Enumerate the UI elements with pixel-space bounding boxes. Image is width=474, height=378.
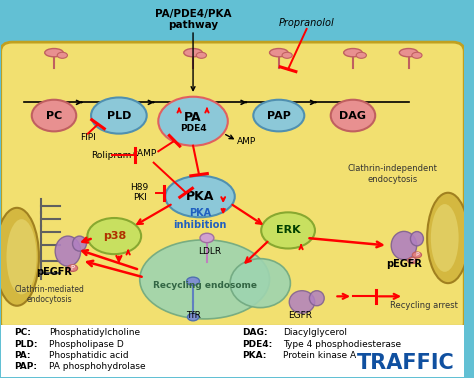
Ellipse shape — [158, 97, 228, 146]
Ellipse shape — [410, 232, 423, 246]
Text: TfR: TfR — [186, 311, 201, 320]
Ellipse shape — [230, 259, 291, 308]
Text: Clathrin-independent
endocytosis: Clathrin-independent endocytosis — [347, 164, 438, 184]
Text: Diacylglycerol: Diacylglycerol — [283, 328, 347, 338]
Ellipse shape — [140, 240, 270, 319]
Text: H89
PKI: H89 PKI — [131, 183, 149, 203]
Text: FIPI: FIPI — [80, 133, 96, 141]
Ellipse shape — [200, 233, 214, 243]
Ellipse shape — [45, 48, 63, 57]
Text: PA: PA — [184, 111, 202, 124]
Text: PAP:: PAP: — [15, 362, 37, 371]
Ellipse shape — [270, 48, 288, 57]
Text: PKA: PKA — [186, 190, 214, 203]
Ellipse shape — [32, 100, 76, 132]
Ellipse shape — [399, 48, 418, 57]
Text: EGFR: EGFR — [288, 311, 312, 320]
Text: PC: PC — [46, 110, 62, 121]
Ellipse shape — [310, 291, 324, 306]
Ellipse shape — [57, 52, 67, 58]
Ellipse shape — [7, 219, 36, 294]
Text: P: P — [410, 258, 414, 263]
Ellipse shape — [91, 98, 146, 134]
Text: Propranolol: Propranolol — [279, 18, 335, 28]
Text: PA/PDE4/PKA
pathway: PA/PDE4/PKA pathway — [155, 9, 231, 30]
Text: P: P — [71, 265, 74, 271]
Text: Protein kinase A: Protein kinase A — [283, 351, 356, 360]
Ellipse shape — [261, 212, 315, 248]
Ellipse shape — [253, 100, 304, 132]
Ellipse shape — [87, 218, 141, 254]
Text: Phospholipase D: Phospholipase D — [49, 340, 124, 349]
Text: Recycling arrest: Recycling arrest — [390, 301, 458, 310]
Text: PLD: PLD — [107, 110, 131, 121]
Ellipse shape — [331, 100, 375, 132]
Text: Phosphatidic acid: Phosphatidic acid — [49, 351, 129, 360]
Ellipse shape — [427, 193, 469, 283]
Text: PA:: PA: — [15, 351, 31, 360]
Ellipse shape — [412, 52, 422, 58]
Text: Type 4 phosphodiesterase: Type 4 phosphodiesterase — [283, 340, 401, 349]
Ellipse shape — [67, 265, 78, 271]
Ellipse shape — [73, 236, 86, 251]
Text: DAG:: DAG: — [242, 328, 267, 338]
Text: PDE4: PDE4 — [180, 124, 206, 133]
Text: P: P — [415, 253, 419, 257]
Text: PLD:: PLD: — [15, 340, 38, 349]
FancyBboxPatch shape — [0, 42, 464, 332]
Ellipse shape — [196, 52, 207, 58]
Text: Recycling endosome: Recycling endosome — [153, 280, 256, 290]
Ellipse shape — [165, 176, 235, 217]
Text: PAP: PAP — [267, 110, 291, 121]
Ellipse shape — [282, 52, 292, 58]
Ellipse shape — [431, 204, 459, 272]
Text: PKA
inhibition: PKA inhibition — [173, 208, 227, 230]
Text: Phosphatidylcholine: Phosphatidylcholine — [49, 328, 140, 338]
Text: DAG: DAG — [339, 110, 366, 121]
Ellipse shape — [344, 48, 362, 57]
Text: cAMP: cAMP — [132, 149, 156, 158]
Ellipse shape — [408, 257, 417, 263]
Text: ERK: ERK — [276, 225, 301, 235]
Text: Rolipram: Rolipram — [91, 150, 131, 160]
Text: Clathrin-mediated
endocytosis: Clathrin-mediated endocytosis — [14, 285, 84, 304]
Ellipse shape — [184, 48, 202, 57]
Ellipse shape — [412, 252, 421, 258]
Text: PA phosphohydrolase: PA phosphohydrolase — [49, 362, 146, 371]
Text: TRAFFIC: TRAFFIC — [357, 353, 455, 373]
Ellipse shape — [0, 208, 39, 306]
Text: pEGFR: pEGFR — [36, 267, 72, 277]
Text: p38: p38 — [103, 231, 126, 241]
Ellipse shape — [188, 313, 199, 321]
Text: PDE4:: PDE4: — [242, 340, 272, 349]
Ellipse shape — [187, 277, 200, 285]
Ellipse shape — [391, 231, 417, 260]
Ellipse shape — [289, 291, 315, 313]
Text: AMP: AMP — [237, 138, 256, 146]
Ellipse shape — [55, 236, 81, 266]
Ellipse shape — [356, 52, 366, 58]
Text: PC:: PC: — [15, 328, 31, 338]
Text: pEGFR: pEGFR — [386, 259, 422, 269]
Text: PKA:: PKA: — [242, 351, 266, 360]
Bar — [0, 325, 464, 377]
Text: LDLR: LDLR — [198, 246, 221, 256]
